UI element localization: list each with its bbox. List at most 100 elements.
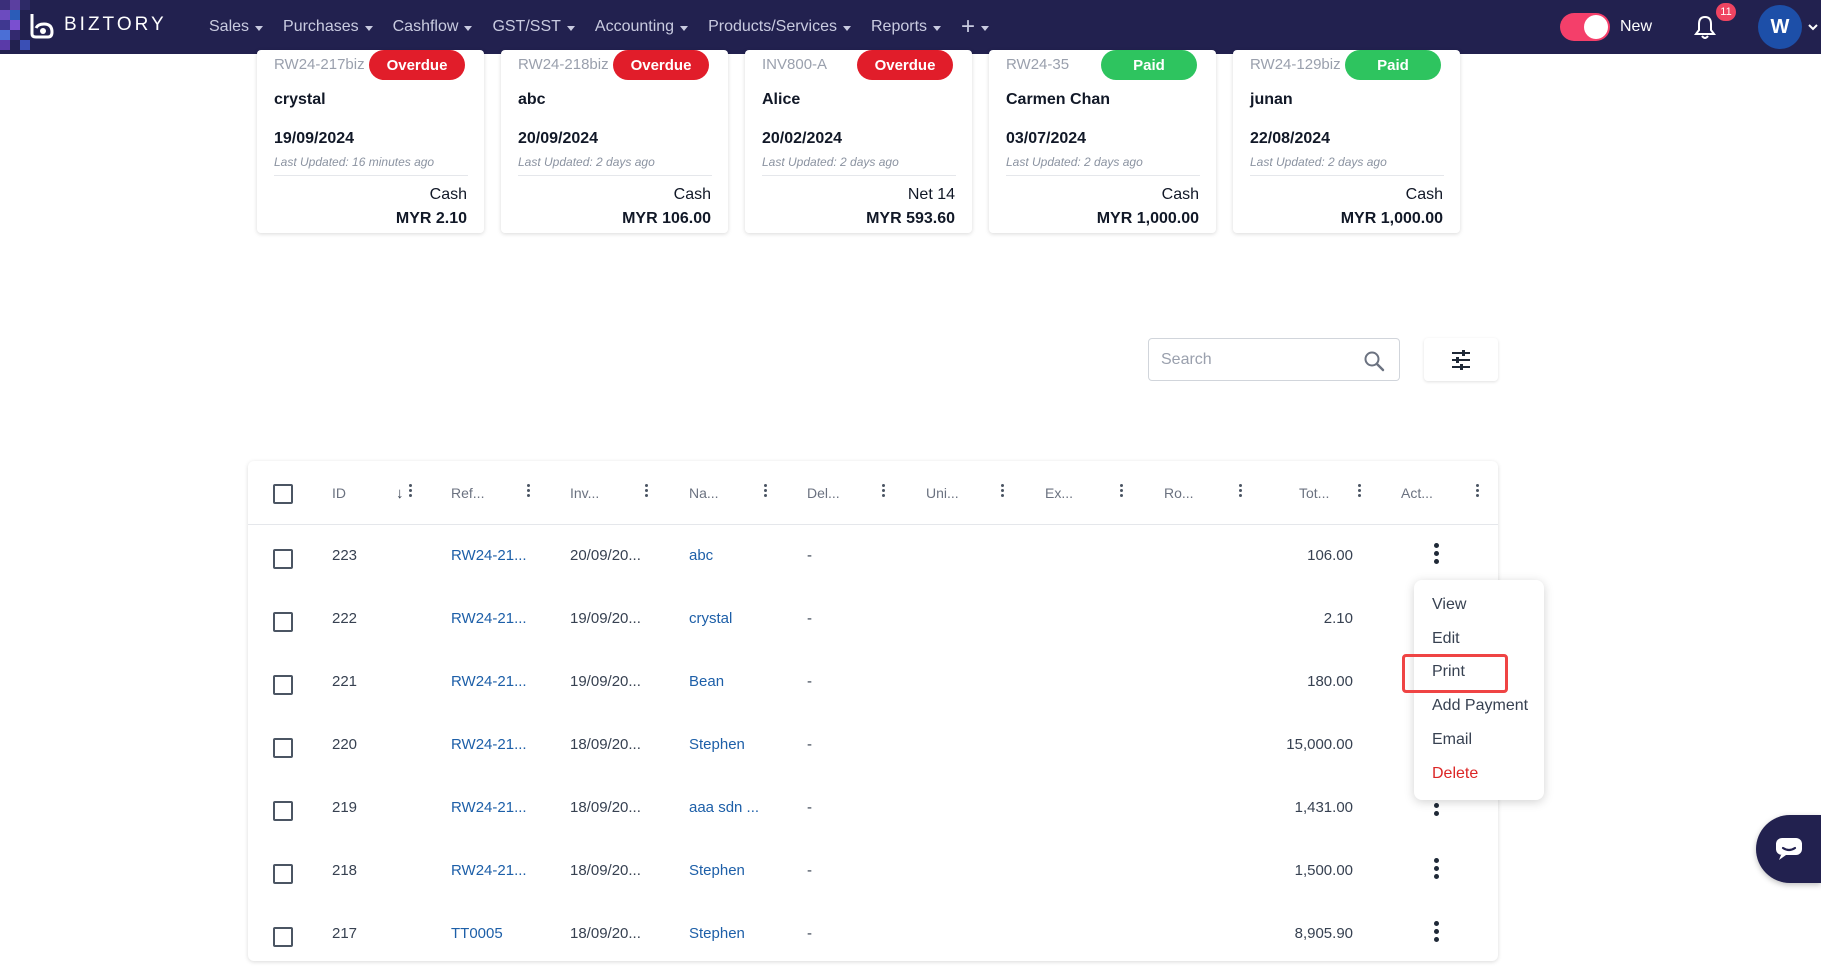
nav-purchases[interactable]: Purchases — [273, 18, 383, 36]
column-menu-icon[interactable] — [1356, 484, 1362, 500]
chevron-down-icon — [464, 25, 473, 31]
row-checkbox[interactable] — [273, 612, 293, 632]
filter-button[interactable] — [1424, 338, 1498, 381]
print-highlight-box — [1402, 654, 1508, 693]
menu-item-delete[interactable]: Delete — [1432, 765, 1479, 782]
table-row[interactable]: 217 TT0005 18/09/20... Stephen - 8,905.9… — [248, 903, 1498, 966]
user-avatar[interactable]: W — [1758, 5, 1802, 49]
column-menu-icon[interactable] — [999, 484, 1005, 500]
column-header-delivery[interactable]: Del... — [807, 485, 840, 501]
card-terms: Cash — [673, 186, 711, 203]
status-badge: Paid — [1101, 50, 1197, 80]
search-icon[interactable] — [1363, 350, 1385, 372]
cell-name-link[interactable]: crystal — [689, 610, 733, 627]
nav-reports[interactable]: Reports — [861, 18, 951, 36]
card-date: 22/08/2024 — [1250, 130, 1331, 147]
more-vertical-icon[interactable] — [1426, 858, 1446, 882]
invoice-card[interactable]: RW24-218biz Overdue abc 20/09/2024 Last … — [501, 50, 728, 233]
card-amount: MYR 2.10 — [395, 210, 467, 227]
logo-mosaic-background — [0, 0, 60, 54]
row-checkbox[interactable] — [273, 864, 293, 884]
column-header-unit[interactable]: Uni... — [926, 485, 959, 501]
invoice-card[interactable]: RW24-129biz Paid junan 22/08/2024 Last U… — [1233, 50, 1460, 233]
cell-name-link[interactable]: Stephen — [689, 736, 745, 753]
chat-button[interactable] — [1756, 815, 1821, 883]
nav-products-services[interactable]: Products/Services — [698, 18, 861, 36]
column-menu-icon[interactable] — [407, 484, 413, 500]
nav-quick-add[interactable]: + — [951, 15, 999, 39]
cell-ref-link[interactable]: RW24-21... — [451, 736, 527, 753]
column-header-ex[interactable]: Ex... — [1045, 485, 1074, 501]
table-row[interactable]: 218 RW24-21... 18/09/20... Stephen - 1,5… — [248, 840, 1498, 903]
new-ui-toggle[interactable]: New — [1560, 13, 1652, 41]
bell-icon[interactable] — [1690, 12, 1720, 42]
cell-ref-link[interactable]: RW24-21... — [451, 610, 527, 627]
column-menu-icon[interactable] — [1237, 484, 1243, 500]
table-row[interactable]: 222 RW24-21... 19/09/20... crystal - 2.1… — [248, 588, 1498, 651]
cell-total: 15,000.00 — [1286, 736, 1353, 753]
cell-total: 8,905.90 — [1294, 925, 1353, 942]
chevron-down-icon — [843, 25, 851, 31]
column-header-ro[interactable]: Ro... — [1164, 485, 1194, 501]
nav-cashflow[interactable]: Cashflow — [383, 18, 483, 36]
cell-ref-link[interactable]: RW24-21... — [451, 799, 527, 816]
row-checkbox[interactable] — [273, 801, 293, 821]
menu-item-add-payment[interactable]: Add Payment — [1432, 697, 1529, 714]
cell-ref-link[interactable]: RW24-21... — [451, 547, 527, 564]
chevron-down-icon[interactable] — [1808, 22, 1818, 32]
table-row[interactable]: 221 RW24-21... 19/09/20... Bean - 180.00 — [248, 651, 1498, 714]
column-header-id[interactable]: ID — [332, 485, 346, 501]
search-box — [1148, 338, 1400, 381]
menu-item-edit[interactable]: Edit — [1432, 630, 1460, 647]
cell-ref-link[interactable]: RW24-21... — [451, 673, 527, 690]
nav-gst-sst[interactable]: GST/SST — [482, 18, 584, 36]
column-header-invoice-date[interactable]: Inv... — [570, 485, 600, 501]
card-amount: MYR 1,000.00 — [1340, 210, 1443, 227]
toggle-switch[interactable] — [1560, 13, 1610, 41]
invoice-card[interactable]: INV800-A Overdue Alice 20/02/2024 Last U… — [745, 50, 972, 233]
cell-invoice-date: 18/09/20... — [570, 736, 641, 753]
menu-item-email[interactable]: Email — [1432, 731, 1473, 748]
cell-name-link[interactable]: abc — [689, 547, 714, 564]
column-menu-icon[interactable] — [643, 484, 649, 500]
column-header-total[interactable]: Tot... — [1299, 485, 1330, 501]
column-menu-icon[interactable] — [880, 484, 886, 500]
row-checkbox[interactable] — [273, 927, 293, 947]
column-header-name[interactable]: Na... — [689, 485, 719, 501]
nav-accounting[interactable]: Accounting — [585, 18, 698, 36]
cell-name-link[interactable]: Bean — [689, 673, 725, 690]
menu-item-view[interactable]: View — [1432, 596, 1467, 613]
cell-ref-link[interactable]: RW24-21... — [451, 862, 527, 879]
card-terms: Cash — [1405, 186, 1443, 203]
more-vertical-icon[interactable] — [1426, 543, 1446, 567]
cell-total: 1,500.00 — [1294, 862, 1353, 879]
column-header-actions[interactable]: Act... — [1401, 485, 1433, 501]
cell-name-link[interactable]: Stephen — [689, 862, 745, 879]
sort-desc-icon[interactable]: ↓ — [396, 485, 404, 502]
table-row[interactable]: 223 RW24-21... 20/09/20... abc - 106.00 — [248, 525, 1498, 588]
column-menu-icon[interactable] — [1474, 484, 1480, 500]
cell-name-link[interactable]: Stephen — [689, 925, 745, 942]
invoice-card[interactable]: RW24-217biz Overdue crystal 19/09/2024 L… — [257, 50, 484, 233]
search-input[interactable] — [1149, 339, 1349, 380]
column-menu-icon[interactable] — [1118, 484, 1124, 500]
invoice-card[interactable]: RW24-35 Paid Carmen Chan 03/07/2024 Last… — [989, 50, 1216, 233]
more-vertical-icon[interactable] — [1426, 921, 1446, 945]
column-header-ref[interactable]: Ref... — [451, 485, 485, 501]
row-checkbox[interactable] — [273, 738, 293, 758]
table-row[interactable]: 219 RW24-21... 18/09/20... aaa sdn ... -… — [248, 777, 1498, 840]
column-menu-icon[interactable] — [525, 484, 531, 500]
table-header: ID ↓ Ref... Inv... Na... Del... Uni... E… — [248, 461, 1498, 525]
cell-ref-link[interactable]: TT0005 — [451, 925, 503, 942]
menu-item-print[interactable]: Print — [1432, 663, 1465, 680]
chevron-down-icon — [933, 25, 942, 31]
cell-name-link[interactable]: aaa sdn ... — [689, 799, 760, 816]
table-row[interactable]: 220 RW24-21... 18/09/20... Stephen - 15,… — [248, 714, 1498, 777]
nav-reports-label: Reports — [871, 18, 928, 35]
column-menu-icon[interactable] — [762, 484, 768, 500]
nav-sales[interactable]: Sales — [199, 18, 273, 36]
brand-logo[interactable]: BIZTORY — [26, 10, 167, 40]
select-all-checkbox[interactable] — [273, 484, 293, 504]
row-checkbox[interactable] — [273, 549, 293, 569]
row-checkbox[interactable] — [273, 675, 293, 695]
